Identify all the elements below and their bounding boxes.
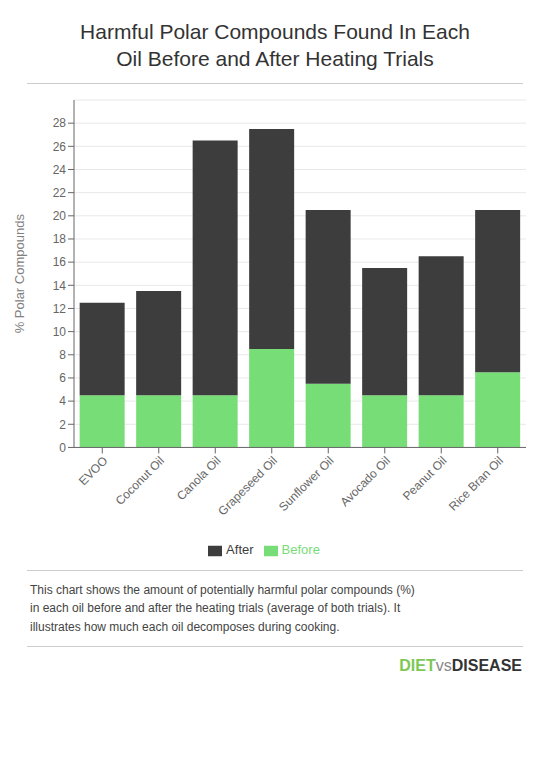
html-text:After: After <box>226 542 254 557</box>
svg-text:Rice Bran Oil: Rice Bran Oil <box>446 453 506 513</box>
svg-text:Coconut Oil: Coconut Oil <box>113 453 167 507</box>
svg-text:6: 6 <box>59 371 66 385</box>
svg-text:8: 8 <box>59 348 66 362</box>
svg-text:26: 26 <box>53 139 67 153</box>
svg-text:14: 14 <box>53 278 67 292</box>
svg-text:22: 22 <box>53 186 67 200</box>
svg-text:24: 24 <box>53 162 67 176</box>
svg-text:Grapeseed Oil: Grapeseed Oil <box>215 453 280 518</box>
svg-text:4: 4 <box>59 394 66 408</box>
svg-text:Canola Oil: Canola Oil <box>174 453 224 503</box>
svg-text:12: 12 <box>53 301 67 315</box>
html-text:DIET vs DISEASE: DIET vs DISEASE <box>399 657 522 675</box>
svg-text:0: 0 <box>59 440 66 454</box>
svg-text:EVOO: EVOO <box>76 453 110 487</box>
svg-text:10: 10 <box>53 324 67 338</box>
svg-text:28: 28 <box>53 116 67 130</box>
svg-text:2: 2 <box>59 417 66 431</box>
html-text:This chart shows the amount of: This chart shows the amount of potential… <box>30 582 415 634</box>
svg-text:Sunflower Oil: Sunflower Oil <box>276 453 336 513</box>
svg-text:20: 20 <box>53 209 67 223</box>
svg-text:Avocado Oil: Avocado Oil <box>337 453 392 508</box>
svg-text:% Polar Compounds: % Polar Compounds <box>12 213 27 333</box>
svg-text:16: 16 <box>53 255 67 269</box>
svg-text:Peanut Oil: Peanut Oil <box>400 453 450 503</box>
svg-text:18: 18 <box>53 232 67 246</box>
html-text:Before: Before <box>281 542 320 557</box>
html-text:Harmful Polar Compounds Found: Harmful Polar Compounds Found In Each Oi… <box>80 20 470 71</box>
